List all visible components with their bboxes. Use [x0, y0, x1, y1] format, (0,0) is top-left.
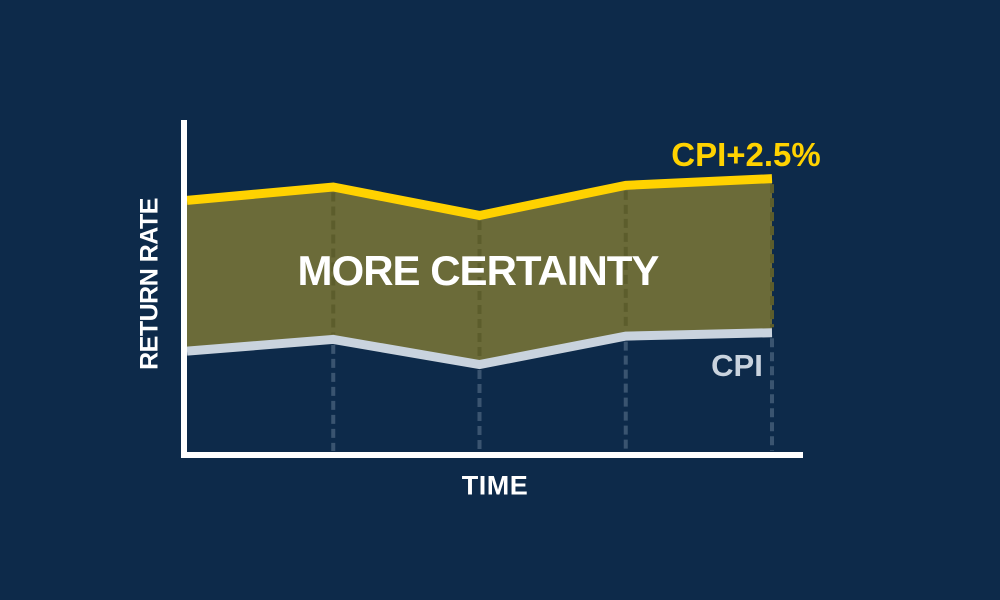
y-axis-label: RETURN RATE [135, 198, 164, 370]
series-label-cpi: CPI [711, 348, 763, 383]
x-axis [181, 452, 803, 458]
y-axis [181, 120, 187, 458]
series-line-cpi [186, 328, 773, 370]
series-label-cpi-plus: CPI+2.5% [671, 136, 821, 173]
certainty-band-label: MORE CERTAINTY [297, 247, 660, 294]
series-line-cpi-plus [186, 174, 773, 221]
x-axis-label: TIME [461, 470, 529, 501]
